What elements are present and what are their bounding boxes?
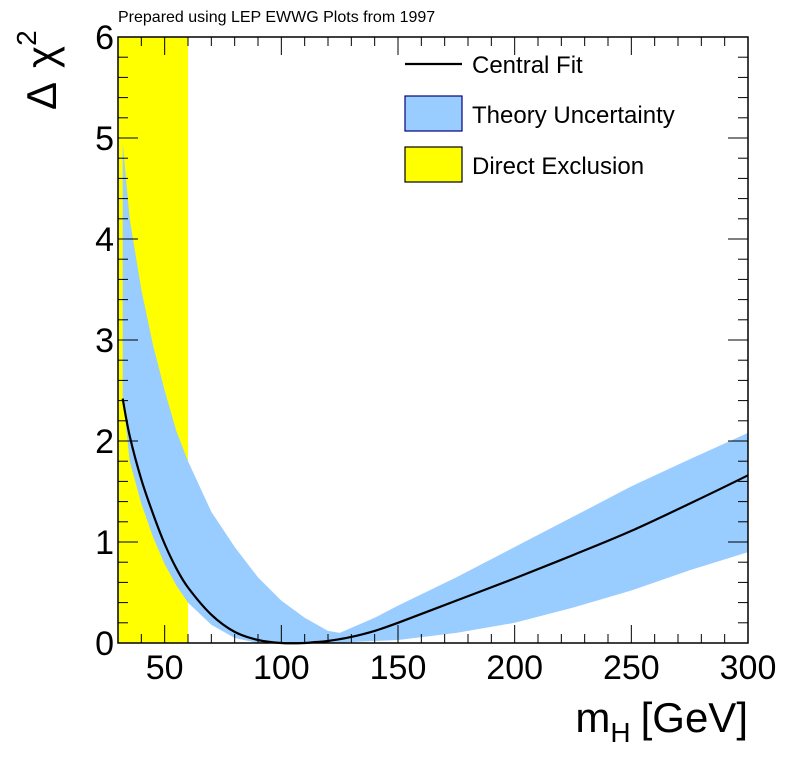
y-tick-label: 0 xyxy=(95,625,114,663)
legend-central-fit-label: Central Fit xyxy=(472,52,583,79)
y-tick-label: 2 xyxy=(95,423,114,461)
x-axis-tick-labels: 50 100 150 200 250 300 xyxy=(146,649,777,687)
theory-uncertainty-band xyxy=(122,143,748,643)
y-tick-label: 4 xyxy=(95,221,114,259)
y-tick-label: 5 xyxy=(95,120,114,158)
x-tick-label: 50 xyxy=(146,649,184,687)
x-axis-ticks xyxy=(117,37,749,643)
x-tick-label: 250 xyxy=(603,649,660,687)
legend: Central Fit Theory Uncertainty Direct Ex… xyxy=(404,52,675,183)
x-tick-label: 150 xyxy=(370,649,427,687)
y-tick-label: 6 xyxy=(95,19,114,57)
x-tick-label: 100 xyxy=(253,649,310,687)
legend-direct-exclusion-label: Direct Exclusion xyxy=(472,153,644,180)
x-tick-label: 300 xyxy=(720,649,777,687)
y-axis-title-delta: Δ xyxy=(18,82,65,110)
x-axis-title-main: m xyxy=(575,694,610,741)
y-tick-label: 1 xyxy=(95,524,114,562)
legend-theory-uncertainty-swatch xyxy=(404,95,463,132)
y-tick-label: 3 xyxy=(95,322,114,360)
legend-theory-uncertainty-label: Theory Uncertainty xyxy=(472,102,675,129)
x-axis-title-subscript: H xyxy=(610,717,630,748)
chart-header: Prepared using LEP EWWG Plots from 1997 xyxy=(118,9,435,26)
y-axis-title-chi: χ xyxy=(18,46,65,68)
y-axis-title: Δχ2 xyxy=(11,30,65,110)
x-axis-title-unit: [GeV] xyxy=(641,694,748,741)
legend-direct-exclusion-swatch xyxy=(404,146,463,183)
y-axis-ticks xyxy=(118,36,748,644)
x-axis-title: mH [GeV] xyxy=(575,694,748,748)
y-axis-tick-labels: 0 1 2 3 4 5 6 xyxy=(95,19,114,663)
y-axis-title-superscript: 2 xyxy=(11,30,42,46)
x-tick-label: 200 xyxy=(486,649,543,687)
